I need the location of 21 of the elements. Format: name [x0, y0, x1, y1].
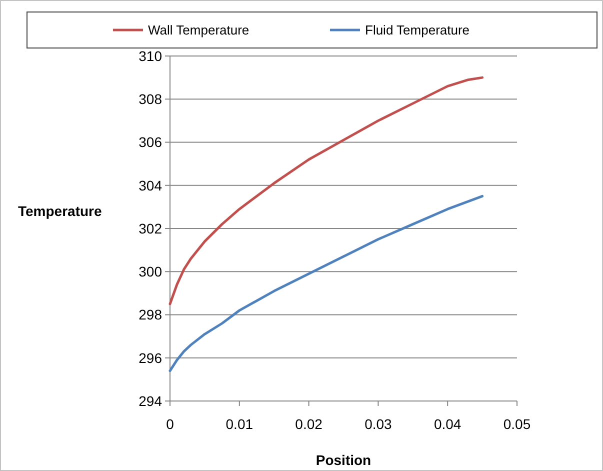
x-tick-label: 0.05 — [503, 416, 531, 432]
x-axis-title: Position — [316, 452, 372, 468]
y-tick-label: 298 — [138, 306, 162, 323]
y-tick-label: 294 — [138, 392, 162, 409]
line-series — [168, 194, 484, 372]
y-axis-title: Temperature — [18, 203, 102, 219]
x-tick-label: 0 — [166, 416, 174, 432]
y-tick-label: 308 — [138, 91, 162, 108]
y-tick-label: 300 — [138, 264, 162, 280]
x-tick-label: 0.04 — [434, 416, 462, 432]
x-tick-label: 0.03 — [364, 416, 392, 432]
y-tick-label: 306 — [138, 134, 162, 150]
y-tick-label: 304 — [138, 177, 162, 194]
x-tick-label: 0.02 — [295, 416, 323, 432]
legend-label: Wall Temperature — [148, 22, 250, 38]
line-series — [168, 76, 484, 306]
legend-label: Fluid Temperature — [365, 22, 470, 38]
y-tick-label: 310 — [138, 48, 162, 64]
y-tick-label: 296 — [138, 350, 162, 366]
x-tick-label: 0.01 — [226, 416, 254, 432]
y-tick-label: 302 — [138, 220, 162, 236]
